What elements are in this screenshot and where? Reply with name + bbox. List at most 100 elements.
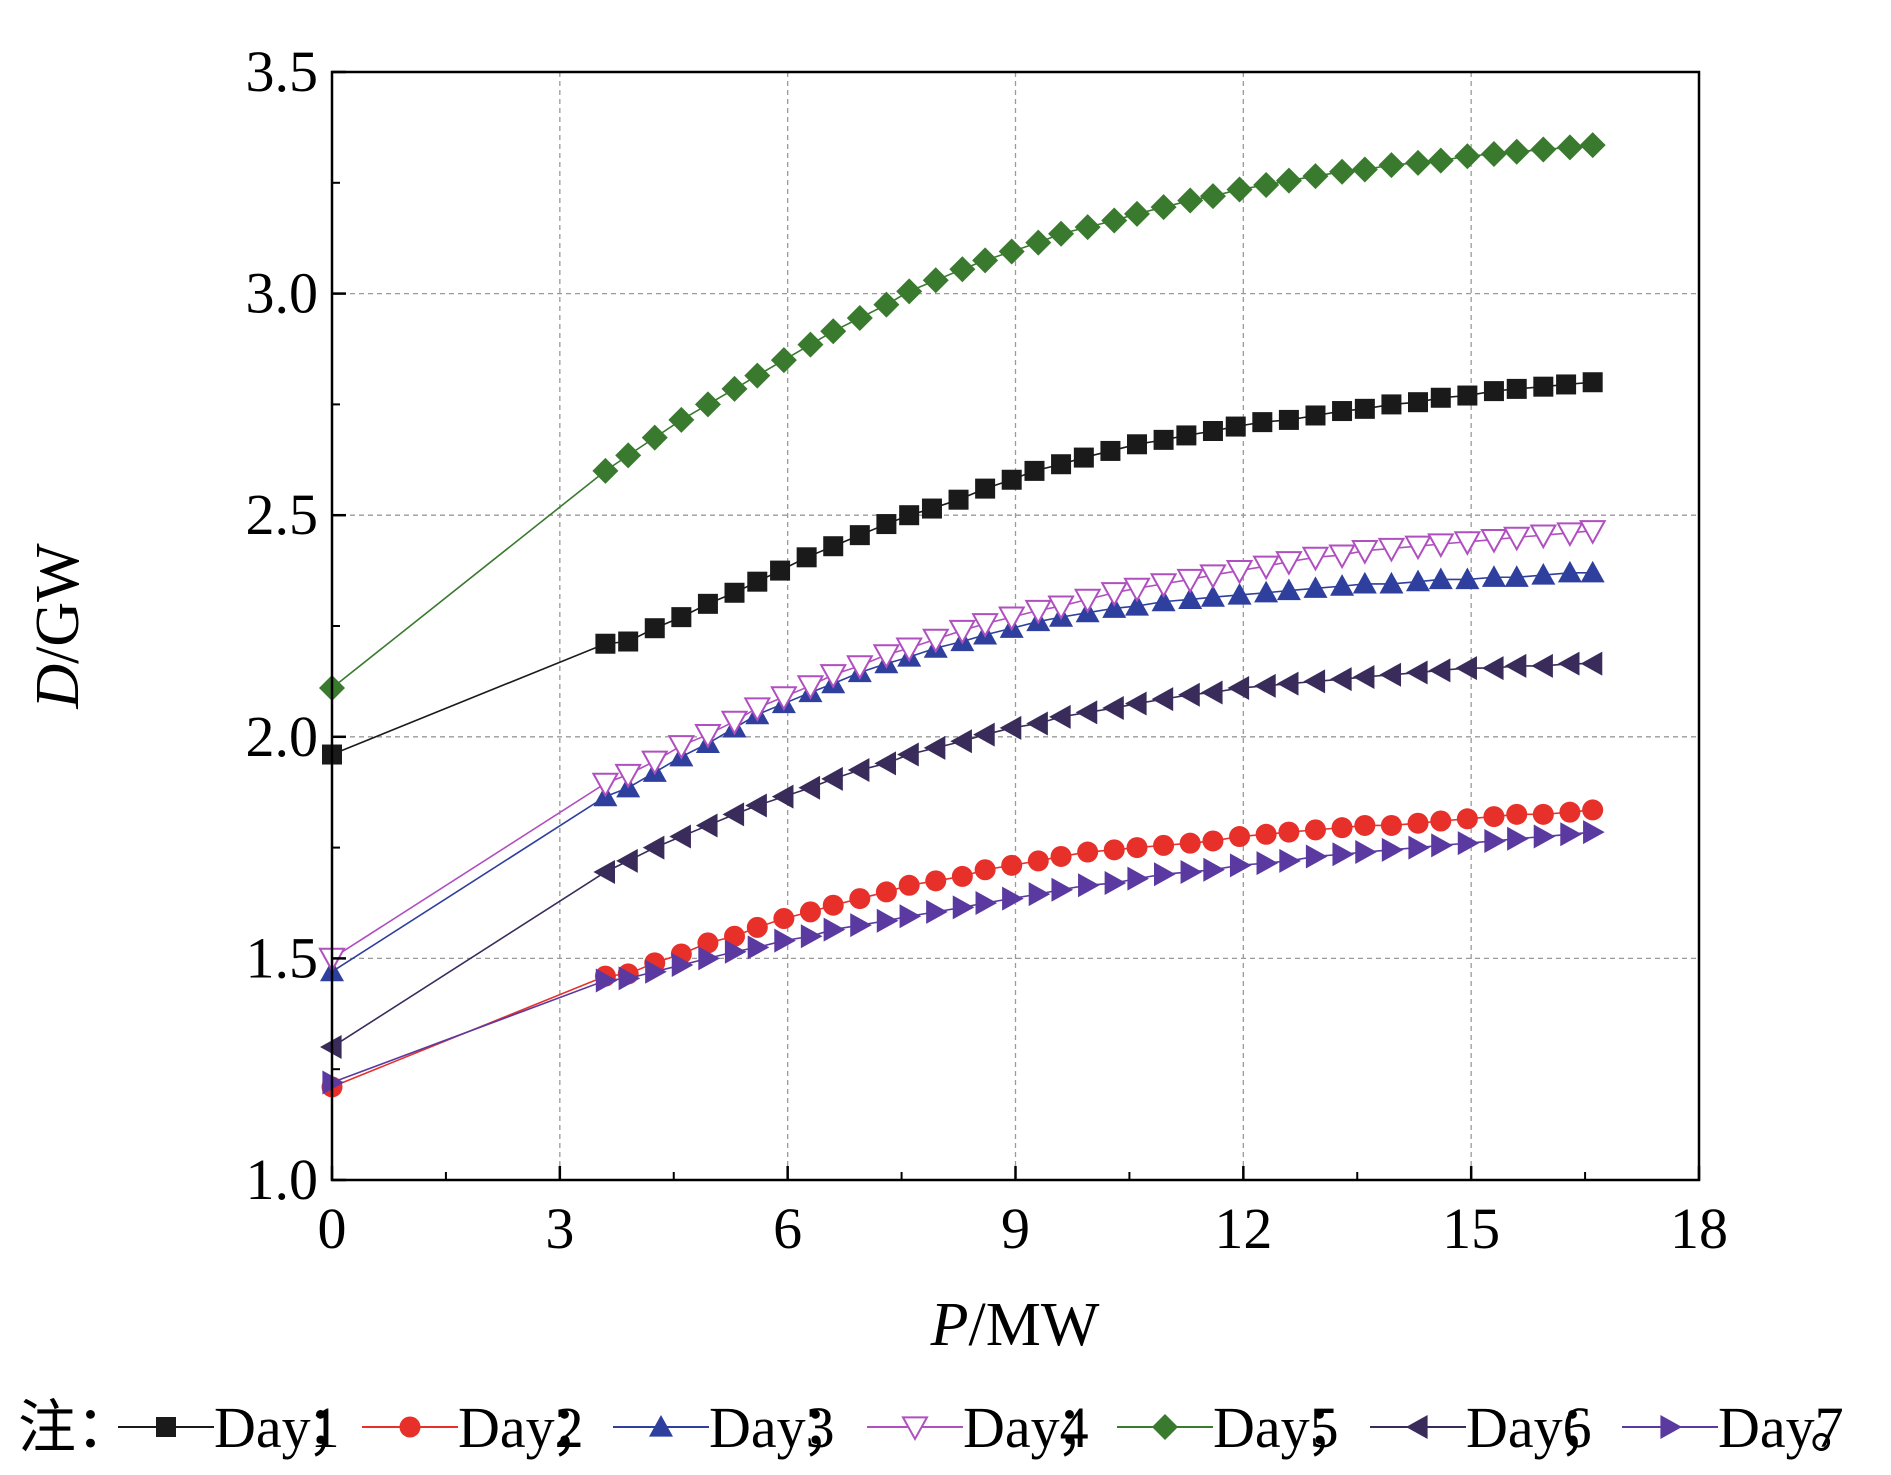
data-point <box>771 784 794 809</box>
data-point <box>1103 839 1125 861</box>
data-point <box>667 735 696 760</box>
data-point <box>1530 136 1557 163</box>
data-point <box>948 489 969 510</box>
data-point <box>669 824 691 849</box>
data-point <box>952 895 975 920</box>
data-point <box>1001 469 1022 490</box>
data-point <box>722 802 745 827</box>
data-point <box>1153 429 1174 450</box>
data-point <box>1073 447 1094 468</box>
data-point <box>797 331 824 358</box>
data-point <box>1200 585 1225 607</box>
data-point <box>1226 176 1253 203</box>
data-point <box>998 238 1025 265</box>
data-point <box>949 256 976 283</box>
data-point <box>697 593 718 614</box>
legend-label: Day6 <box>1466 1395 1592 1460</box>
legend-separator: ； <box>1558 1395 1616 1460</box>
data-point <box>1578 520 1607 545</box>
data-point <box>1533 376 1554 397</box>
x-tick-label: 15 <box>1442 1196 1500 1261</box>
y-tick-label: 3.5 <box>246 39 319 104</box>
data-point <box>1276 671 1299 696</box>
data-point <box>770 560 791 581</box>
data-point <box>899 904 922 929</box>
data-point <box>1533 824 1556 849</box>
data-point <box>1352 571 1377 594</box>
data-point <box>922 628 950 654</box>
data-point <box>1381 837 1404 862</box>
data-point <box>724 939 747 964</box>
data-point <box>595 968 618 993</box>
data-point <box>1408 392 1429 413</box>
data-point <box>618 631 639 652</box>
legend-marker <box>156 1417 176 1437</box>
data-point <box>1047 595 1075 621</box>
x-axis-title-unit: /MW <box>969 1291 1100 1359</box>
data-point <box>1381 394 1402 415</box>
data-point <box>1304 819 1326 841</box>
data-point <box>1431 833 1453 858</box>
data-point <box>1127 866 1150 891</box>
data-point <box>1406 569 1431 592</box>
data-point <box>1303 576 1328 598</box>
data-point <box>876 514 897 535</box>
data-point <box>1354 398 1375 419</box>
data-point <box>747 571 768 592</box>
x-axis-title: P/MW <box>930 1291 1100 1359</box>
legend-label: Day2 <box>458 1395 584 1460</box>
data-point <box>1408 835 1431 860</box>
data-point <box>1050 845 1072 867</box>
legend-marker <box>901 1416 929 1442</box>
grid-lines <box>332 72 1699 1180</box>
data-point <box>770 686 798 711</box>
legend-marker <box>1406 1415 1428 1439</box>
data-point <box>820 318 847 345</box>
data-point <box>1028 882 1051 907</box>
data-point <box>874 751 896 776</box>
data-point <box>1456 808 1478 830</box>
data-point <box>1151 687 1174 712</box>
data-point <box>998 606 1026 632</box>
data-point <box>846 304 873 331</box>
data-point <box>724 925 746 947</box>
data-point <box>616 848 638 873</box>
y-axis-title-unit: /GW <box>24 543 92 664</box>
data-point <box>591 772 620 798</box>
data-point <box>1153 862 1176 887</box>
legend-separator: ； <box>306 1395 364 1460</box>
legend-item-day3: Day3； <box>613 1395 859 1460</box>
data-point <box>1331 817 1353 839</box>
data-point <box>1556 134 1583 161</box>
data-point <box>1227 582 1252 605</box>
data-point <box>823 536 844 557</box>
data-point <box>1301 546 1330 572</box>
data-point <box>1126 837 1148 859</box>
y-tick-label: 3.0 <box>246 261 319 326</box>
data-point <box>1455 656 1477 681</box>
data-point <box>800 924 823 949</box>
legend-separator: ； <box>1305 1395 1363 1460</box>
data-point <box>1252 555 1280 581</box>
legend-prefix: 注： <box>18 1395 134 1460</box>
legend-separator: ； <box>801 1395 859 1460</box>
data-point <box>821 766 843 791</box>
data-point <box>1332 401 1353 422</box>
legend-item-day1: Day1； <box>118 1395 364 1460</box>
data-point <box>1051 877 1074 902</box>
data-point <box>1484 828 1506 853</box>
data-point <box>746 916 768 938</box>
legend-separator: ； <box>550 1395 608 1460</box>
data-point <box>1580 651 1603 676</box>
data-point <box>1275 551 1303 576</box>
data-point <box>1227 676 1250 701</box>
data-point <box>999 715 1022 740</box>
data-point <box>1252 412 1273 433</box>
data-point <box>898 874 920 896</box>
legend-item-day6: Day6； <box>1370 1395 1616 1460</box>
data-point <box>1332 842 1355 867</box>
data-point <box>1352 664 1375 689</box>
data-point <box>1253 172 1280 199</box>
data-point <box>1559 801 1581 823</box>
data-point <box>926 899 948 924</box>
